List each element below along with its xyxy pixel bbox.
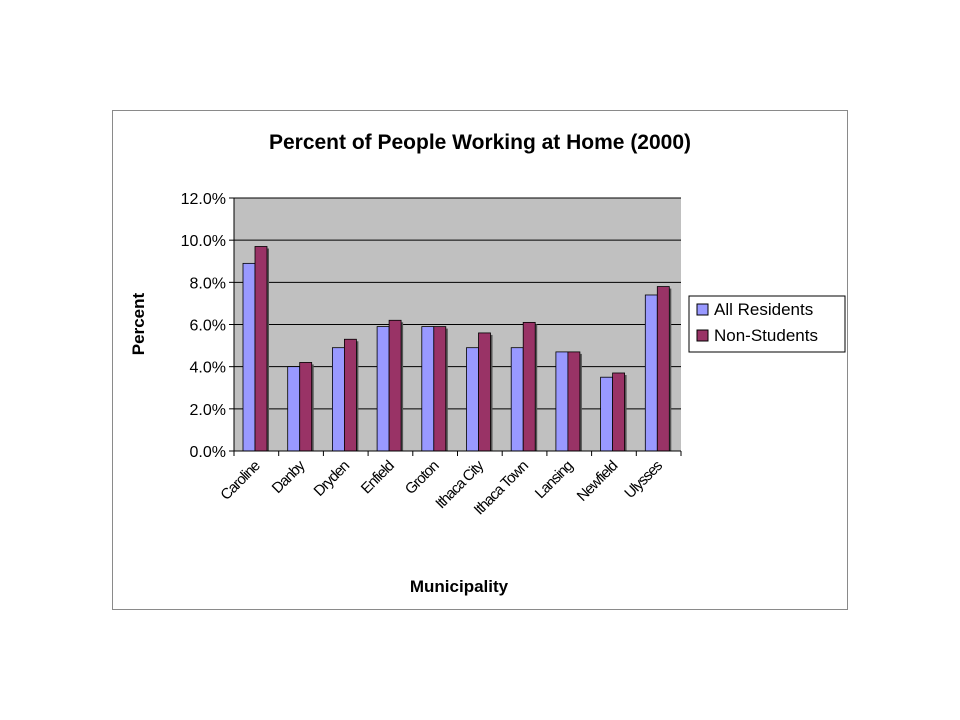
legend-label: All Residents xyxy=(714,300,813,319)
x-tick-label: Ulysses xyxy=(621,457,666,502)
bar xyxy=(612,372,625,452)
x-tick-label: Danby xyxy=(269,457,309,497)
bars xyxy=(242,246,672,452)
bar xyxy=(478,332,491,452)
x-axis-title: Municipality xyxy=(410,577,509,596)
y-tick-label: 0.0% xyxy=(190,444,226,461)
legend: All Residents Non-Students xyxy=(688,295,846,353)
x-tick-label: Caroline xyxy=(217,457,263,503)
x-tick-label: Lansing xyxy=(532,457,577,502)
bar xyxy=(343,338,357,452)
legend-swatch xyxy=(696,303,709,316)
y-tick-label: 6.0% xyxy=(190,318,226,335)
bar xyxy=(388,319,402,452)
legend-box xyxy=(688,295,846,353)
x-tick-label: Newfield xyxy=(574,457,622,505)
bar xyxy=(254,246,268,452)
y-tick-label: 2.0% xyxy=(190,402,226,419)
y-tick-label: 12.0% xyxy=(181,191,226,208)
x-tick-label: Enfield xyxy=(358,457,398,497)
bar xyxy=(522,321,536,452)
y-tick-label: 10.0% xyxy=(181,233,226,250)
bar xyxy=(644,294,658,452)
bar xyxy=(421,326,435,452)
bar xyxy=(567,351,581,452)
bar xyxy=(555,351,569,452)
y-tick-label: 4.0% xyxy=(190,360,226,377)
bar xyxy=(331,347,345,452)
bar xyxy=(433,326,447,452)
bar xyxy=(510,347,524,452)
bar xyxy=(242,262,256,452)
x-tick-label: Groton xyxy=(402,457,443,498)
bar xyxy=(656,286,670,452)
legend-label: Non-Students xyxy=(714,326,818,345)
bar xyxy=(376,326,390,452)
y-axis-title: Percent xyxy=(129,292,148,355)
legend-swatch xyxy=(696,329,709,342)
bar xyxy=(600,376,613,452)
bar xyxy=(287,366,301,452)
bar xyxy=(466,347,479,452)
bar xyxy=(299,362,313,452)
y-axis-ticks: 0.0% 2.0% 4.0% 6.0% 8.0% 10.0% 12.0% xyxy=(181,191,234,461)
x-tick-label: Dryden xyxy=(311,457,353,499)
y-tick-label: 8.0% xyxy=(190,275,226,292)
chart-title: Percent of People Working at Home (2000) xyxy=(269,131,691,154)
